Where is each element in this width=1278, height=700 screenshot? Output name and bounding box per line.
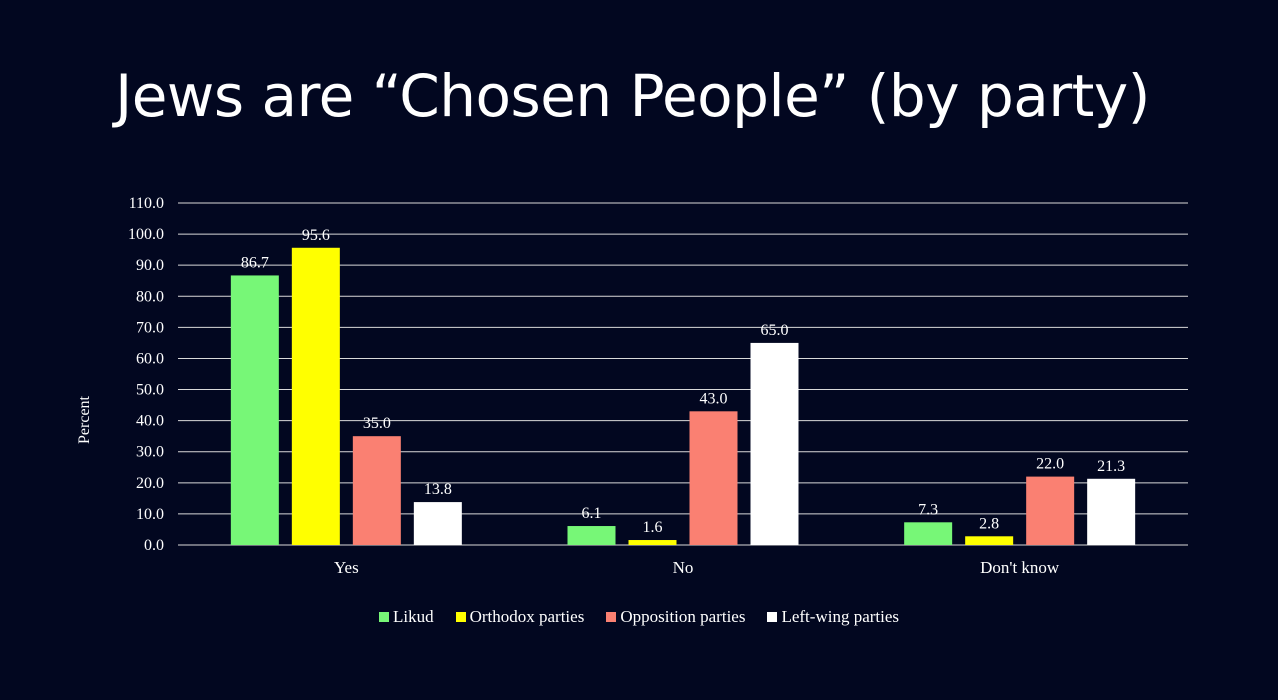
chart-title: Jews are “Chosen People” (by party) bbox=[115, 62, 1150, 130]
bar-orthodox-parties bbox=[628, 540, 677, 545]
y-tick-label: 70.0 bbox=[136, 319, 164, 336]
bar-opposition-parties bbox=[689, 411, 738, 545]
y-tick-label: 60.0 bbox=[136, 350, 164, 367]
y-tick-label: 40.0 bbox=[136, 413, 164, 430]
legend-item: Likud bbox=[378, 607, 434, 627]
legend-label: Orthodox parties bbox=[469, 607, 585, 626]
legend-swatch bbox=[767, 612, 778, 622]
y-tick-label: 100.0 bbox=[128, 226, 164, 243]
data-label: 95.6 bbox=[302, 227, 330, 244]
legend-swatch bbox=[378, 612, 389, 622]
bar-orthodox-parties bbox=[965, 536, 1014, 545]
bar-left-wing-parties bbox=[1087, 478, 1136, 545]
data-label: 65.0 bbox=[761, 322, 789, 339]
y-tick-label: 90.0 bbox=[136, 257, 164, 274]
y-tick-label: 80.0 bbox=[136, 288, 164, 305]
data-label: 1.6 bbox=[643, 519, 663, 536]
data-label: 35.0 bbox=[363, 415, 391, 432]
y-tick-label: 110.0 bbox=[129, 195, 164, 212]
data-label: 2.8 bbox=[979, 515, 999, 532]
bar-likud bbox=[904, 522, 953, 545]
y-tick-label: 20.0 bbox=[136, 475, 164, 492]
y-axis-label: Percent bbox=[76, 395, 93, 444]
bar-opposition-parties bbox=[1026, 476, 1075, 545]
legend-item: Opposition parties bbox=[606, 607, 745, 627]
data-label: 86.7 bbox=[241, 254, 269, 271]
bar-likud bbox=[230, 275, 279, 545]
y-tick-label: 10.0 bbox=[136, 506, 164, 523]
legend: Likud Orthodox parties Opposition parties L… bbox=[0, 607, 1278, 627]
bar-opposition-parties bbox=[352, 436, 401, 545]
x-category-label: Yes bbox=[334, 558, 359, 577]
data-label: 7.3 bbox=[918, 501, 938, 518]
data-label: 21.3 bbox=[1097, 458, 1125, 475]
x-category-label: Don't know bbox=[980, 558, 1060, 577]
legend-item: Orthodox parties bbox=[455, 607, 585, 627]
data-label: 6.1 bbox=[582, 505, 602, 522]
x-category-label: No bbox=[673, 558, 694, 577]
data-label: 43.0 bbox=[700, 390, 728, 407]
bar-likud bbox=[567, 526, 616, 545]
y-tick-label: 30.0 bbox=[136, 444, 164, 461]
legend-label: Likud bbox=[392, 607, 434, 626]
data-label: 13.8 bbox=[424, 481, 452, 498]
data-label: 22.0 bbox=[1036, 456, 1064, 473]
legend-swatch bbox=[606, 612, 617, 622]
legend-item: Left-wing parties bbox=[767, 607, 899, 627]
y-tick-label: 0.0 bbox=[144, 537, 164, 554]
legend-label: Opposition parties bbox=[620, 607, 746, 626]
y-tick-label: 50.0 bbox=[136, 382, 164, 399]
legend-label: Left-wing parties bbox=[781, 607, 900, 626]
bar-left-wing-parties bbox=[413, 502, 462, 545]
bar-orthodox-parties bbox=[291, 247, 340, 545]
bar-left-wing-parties bbox=[750, 342, 799, 545]
legend-swatch bbox=[455, 612, 466, 622]
